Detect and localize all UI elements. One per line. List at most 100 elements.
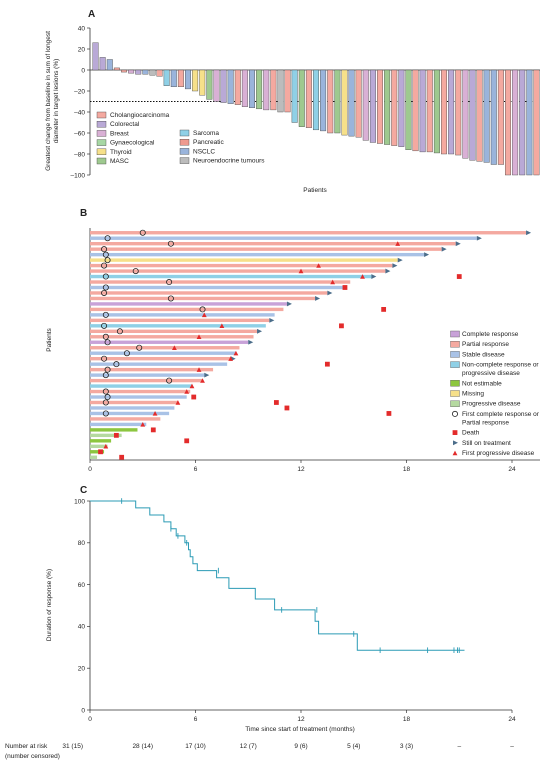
first-response-circle [102, 284, 109, 291]
waterfall-bar [270, 69, 277, 111]
swimmer-bar [90, 411, 170, 416]
panel-b-y-label: Patients [46, 328, 53, 352]
waterfall-bar [320, 69, 327, 132]
still-on-treatment-arrow [397, 257, 403, 263]
c-y-tick-label: 60 [78, 582, 86, 589]
c-y-tick-label: 40 [78, 624, 86, 631]
progressive-disease-triangle [196, 367, 202, 372]
b-legend-swatch [450, 400, 460, 407]
swimmer-bar [90, 236, 477, 240]
still-on-treatment-arrow [327, 290, 333, 296]
panel-a-waterfall: A Greatest change from baseline in sum o… [45, 9, 540, 194]
progressive-disease-triangle [201, 312, 207, 318]
death-square [119, 454, 125, 460]
a-y-tick-label: 0 [81, 67, 85, 74]
progressive-disease-triangle [175, 400, 181, 405]
waterfall-bar [462, 69, 469, 159]
a-legend-swatch [96, 120, 107, 128]
first-response-circle [102, 333, 109, 340]
panel-c-axes: 100 80 60 40 20 00 6 12 18 24 [74, 498, 516, 723]
at-risk-value: – [510, 743, 514, 750]
waterfall-bar [490, 69, 497, 165]
waterfall-bar [177, 69, 184, 87]
a-y-label-line1: Greatest change from baseline in sum of … [45, 31, 52, 171]
a-legend-label: Pancreatic [193, 139, 224, 146]
waterfall-bar [234, 69, 241, 105]
waterfall-bar [512, 69, 519, 176]
km-curve-line [90, 500, 465, 651]
b-x-tick-label: 6 [194, 466, 198, 473]
swimmer-bar [90, 389, 191, 394]
waterfall-bar [142, 69, 149, 75]
at-risk-value: 17 (10) [185, 743, 206, 750]
first-response-circle [167, 240, 174, 247]
first-response-circle [101, 262, 108, 269]
progressive-disease-triangle [200, 378, 205, 383]
at-risk-value: 5 (4) [347, 743, 360, 750]
swimmer-bar [90, 307, 284, 312]
at-risk-value: 3 (3) [400, 743, 413, 750]
at-risk-row: 31 (15) 28 (14) 17 (10) 12 (7) 9 (6) 5 (4) 3 (… [62, 743, 514, 750]
b-x-tick-label: 18 [403, 466, 411, 473]
a-legend-swatch [179, 129, 190, 137]
waterfall-bar [128, 69, 135, 74]
a-legend-swatch [179, 138, 190, 146]
waterfall-bar [405, 69, 412, 151]
a-legend-swatch [179, 148, 190, 155]
first-response-circle [102, 372, 109, 379]
waterfall-bar [149, 69, 156, 76]
swimmer-bar [90, 280, 351, 284]
first-response-circle [123, 350, 130, 357]
progressive-disease-triangle [184, 389, 190, 394]
still-on-treatment-arrow [371, 274, 377, 279]
panel-b-legend: Complete response Partial response Stable … [446, 330, 550, 458]
b-legend-label: Partial response [462, 341, 509, 348]
a-legend-swatch [96, 148, 107, 156]
b-x-tick-label: 0 [88, 466, 92, 473]
progressive-disease-triangle [233, 350, 239, 356]
swimmer-bar [90, 406, 175, 410]
panel-a-y-label: Greatest change from baseline in sum of … [45, 31, 60, 171]
waterfall-bar [384, 69, 391, 145]
death-square [98, 449, 103, 455]
first-response-circle [102, 388, 109, 395]
waterfall-bar [377, 69, 383, 144]
c-y-tick-label: 20 [78, 666, 86, 673]
death-square [456, 274, 462, 279]
c-x-tick-label: 18 [403, 716, 411, 723]
still-on-treatment-arrow [204, 372, 210, 378]
b-legend-label: Not estimable [462, 380, 502, 387]
waterfall-bar [106, 59, 113, 71]
at-risk-value: 12 (7) [240, 743, 257, 750]
swimmer-bar [90, 340, 249, 344]
b-legend-swatch [450, 390, 460, 397]
first-response-circle [166, 377, 173, 384]
first-response-circle [167, 295, 174, 302]
swimmer-bar [90, 444, 108, 449]
a-legend-label: NSCLC [193, 148, 215, 155]
waterfall-bar [206, 69, 213, 100]
still-on-treatment-arrow [385, 268, 391, 274]
a-legend-label: Sarcoma [193, 130, 219, 137]
waterfall-bar [327, 69, 334, 134]
waterfall-bar [277, 69, 284, 113]
still-on-treatment-arrow [455, 241, 461, 247]
b-legend-label: Progressive disease [462, 401, 521, 408]
swimmer-bar [90, 247, 442, 251]
swimmer-bar [90, 373, 205, 377]
waterfall-bar [369, 69, 376, 143]
b-x-tick-label: 12 [297, 466, 305, 473]
first-response-circle [101, 355, 108, 362]
death-square [150, 427, 156, 433]
progressive-disease-triangle [316, 263, 321, 268]
waterfall-bar [249, 69, 255, 108]
swimmer-bar [90, 384, 192, 388]
a-legend-label: Cholangiocarcinoma [110, 112, 170, 119]
progressive-disease-triangle [395, 241, 401, 246]
still-on-treatment-arrow [526, 230, 532, 236]
swimmer-bar [90, 439, 112, 443]
panel-b-letter: B [80, 208, 87, 219]
waterfall-bar [455, 69, 462, 156]
death-square [273, 400, 279, 405]
